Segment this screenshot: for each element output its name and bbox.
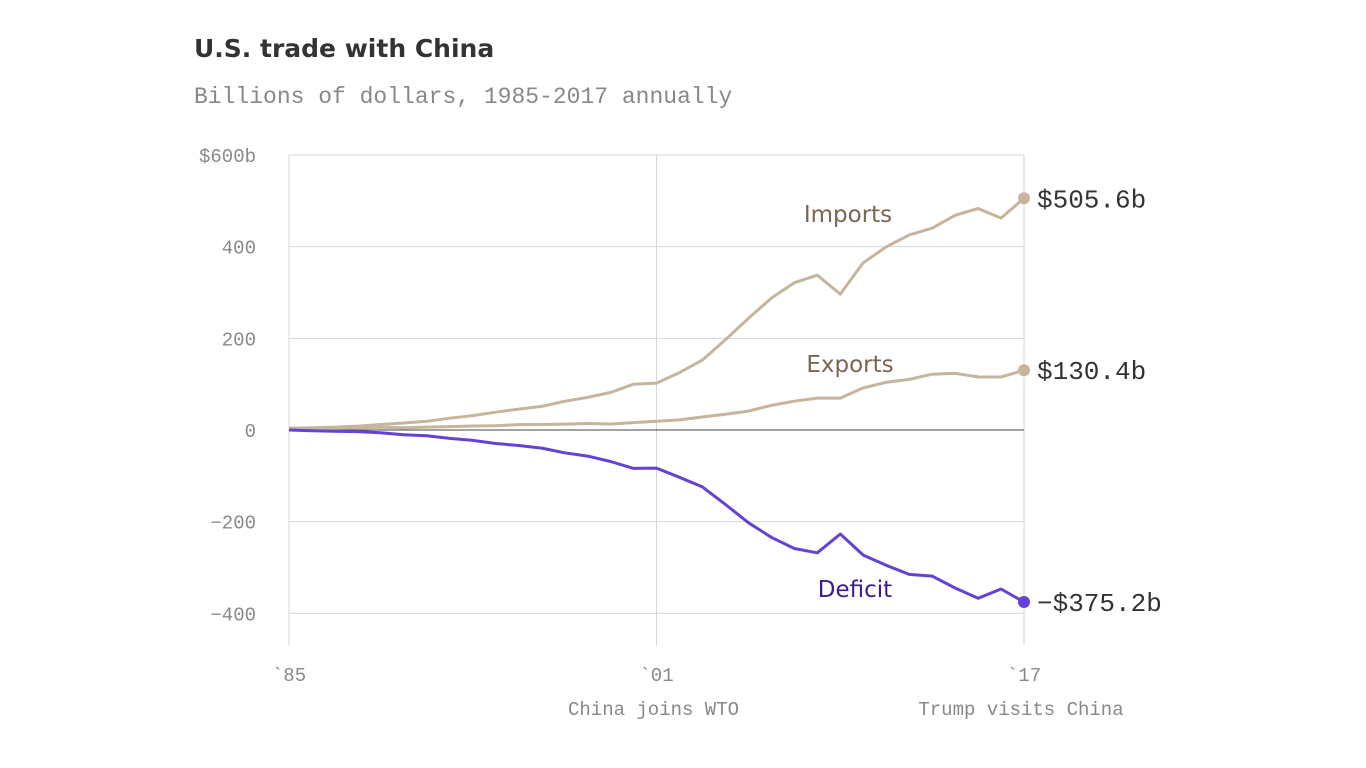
axis-ticks: $600b 400 200 0 −200 −400 `85 `01 `17 China joins… [199, 146, 1124, 721]
series-name-label: Deficit [818, 577, 892, 603]
series-line-exports [288, 368, 1025, 431]
series-labels: $505.6b Imports $130.4b Exports −$375.2b Defi… [804, 185, 1162, 619]
y-tick-label: 0 [245, 421, 256, 443]
end-value-label: −$375.2b [1037, 589, 1162, 619]
chart-subtitle: Billions of dollars, 1985-2017 annually [194, 84, 732, 110]
end-point-exports [1018, 364, 1030, 377]
y-tick-label: 400 [222, 238, 256, 260]
annotation-label: Trump visits China [918, 699, 1123, 721]
gridlines [288, 154, 1025, 646]
series-lines [288, 192, 1030, 608]
y-tick-label: −200 [210, 513, 256, 535]
chart-title: U.S. trade with China [194, 34, 494, 63]
x-tick-label: `17 [1007, 665, 1041, 687]
x-tick-label: `85 [272, 665, 306, 687]
series-line-deficit [288, 428, 1025, 604]
end-value-label: $130.4b [1037, 357, 1146, 387]
annotation-label: China joins WTO [568, 699, 739, 721]
end-point-imports [1018, 192, 1030, 205]
y-tick-label: −400 [210, 604, 256, 626]
y-tick-label: $600b [199, 146, 256, 168]
series-name-label: Exports [806, 352, 893, 378]
series-name-label: Imports [804, 202, 892, 228]
end-point-deficit [1018, 595, 1030, 608]
series-line-imports [288, 197, 1025, 430]
end-value-label: $505.6b [1037, 185, 1146, 215]
x-tick-label: `01 [639, 665, 673, 687]
y-tick-label: 200 [222, 329, 256, 351]
